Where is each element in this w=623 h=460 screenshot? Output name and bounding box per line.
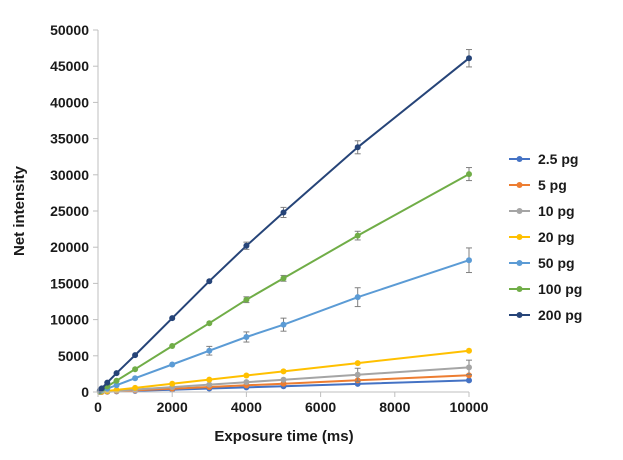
y-tick-label: 40000 (50, 94, 89, 110)
data-point (280, 321, 287, 328)
plot-area (96, 49, 472, 395)
y-tick-label: 10000 (50, 312, 89, 328)
x-tick-label: 8000 (379, 399, 410, 415)
legend-label: 100 pg (538, 281, 582, 297)
data-point (113, 370, 120, 377)
data-point (98, 385, 105, 392)
data-point (206, 381, 213, 388)
data-point (132, 352, 139, 359)
data-point (466, 364, 472, 371)
x-tick-label: 2000 (157, 399, 188, 415)
data-point (466, 372, 472, 379)
y-tick-label: 30000 (50, 167, 89, 183)
y-tick-label: 5000 (58, 348, 89, 364)
legend-label: 50 pg (538, 255, 575, 271)
legend-marker (516, 234, 523, 240)
x-axis-title: Exposure time (ms) (214, 428, 353, 445)
data-point (243, 333, 250, 340)
data-point (354, 371, 361, 378)
data-point (113, 386, 120, 393)
data-point (113, 377, 120, 384)
y-tick-label: 35000 (50, 131, 89, 147)
data-point (132, 375, 139, 382)
series-line-5 (99, 173, 470, 392)
legend-marker (516, 182, 523, 188)
data-point (354, 294, 361, 301)
legend-marker (516, 208, 523, 214)
legend-label: 2.5 pg (538, 151, 578, 167)
data-point (206, 347, 213, 354)
legend-label: 10 pg (538, 203, 575, 219)
data-point (466, 257, 472, 264)
data-point (280, 209, 287, 216)
y-tick-label: 25000 (50, 203, 89, 219)
legend-label: 200 pg (538, 307, 582, 323)
data-point (169, 343, 176, 350)
data-point (169, 315, 176, 322)
x-tick-label: 0 (94, 399, 102, 415)
data-point (169, 361, 176, 368)
data-point (132, 366, 139, 373)
legend: 2.5 pg 5 pg 10 pg 20 pg 50 pg 100 pg 200 pg (509, 151, 582, 323)
x-tick-label: 6000 (305, 399, 336, 415)
legend-label: 20 pg (538, 229, 575, 245)
y-tick-label: 45000 (50, 58, 89, 74)
data-point (280, 368, 287, 375)
x-tick-label: 10000 (450, 399, 489, 415)
y-tick-label: 50000 (50, 22, 89, 38)
y-tick-label: 0 (81, 384, 89, 400)
data-point (206, 278, 213, 285)
data-point (243, 296, 250, 303)
legend-marker (516, 286, 523, 292)
data-point (243, 379, 250, 386)
data-point (280, 275, 287, 282)
x-tick-label: 4000 (231, 399, 262, 415)
series-line-6 (99, 57, 470, 391)
y-tick-label: 20000 (50, 239, 89, 255)
axes: 0500010000150002000025000300003500040000… (50, 22, 489, 415)
data-point (466, 55, 472, 62)
data-point (113, 382, 120, 389)
data-point (466, 347, 472, 354)
y-tick-label: 15000 (50, 275, 89, 291)
legend-marker (516, 260, 523, 266)
data-point (206, 320, 213, 327)
data-point (243, 372, 250, 379)
data-point (466, 171, 472, 178)
data-point (104, 379, 111, 386)
legend-label: 5 pg (538, 177, 567, 193)
data-point (354, 232, 361, 239)
data-point (243, 242, 250, 249)
legend-marker (516, 156, 523, 162)
data-point (132, 384, 139, 391)
legend-marker (516, 312, 523, 318)
y-axis-title: Net intensity (11, 165, 28, 256)
data-point (280, 376, 287, 383)
data-point (354, 360, 361, 367)
data-point (354, 144, 361, 151)
data-point (169, 380, 176, 387)
data-point (466, 377, 472, 384)
data-point (206, 376, 213, 383)
